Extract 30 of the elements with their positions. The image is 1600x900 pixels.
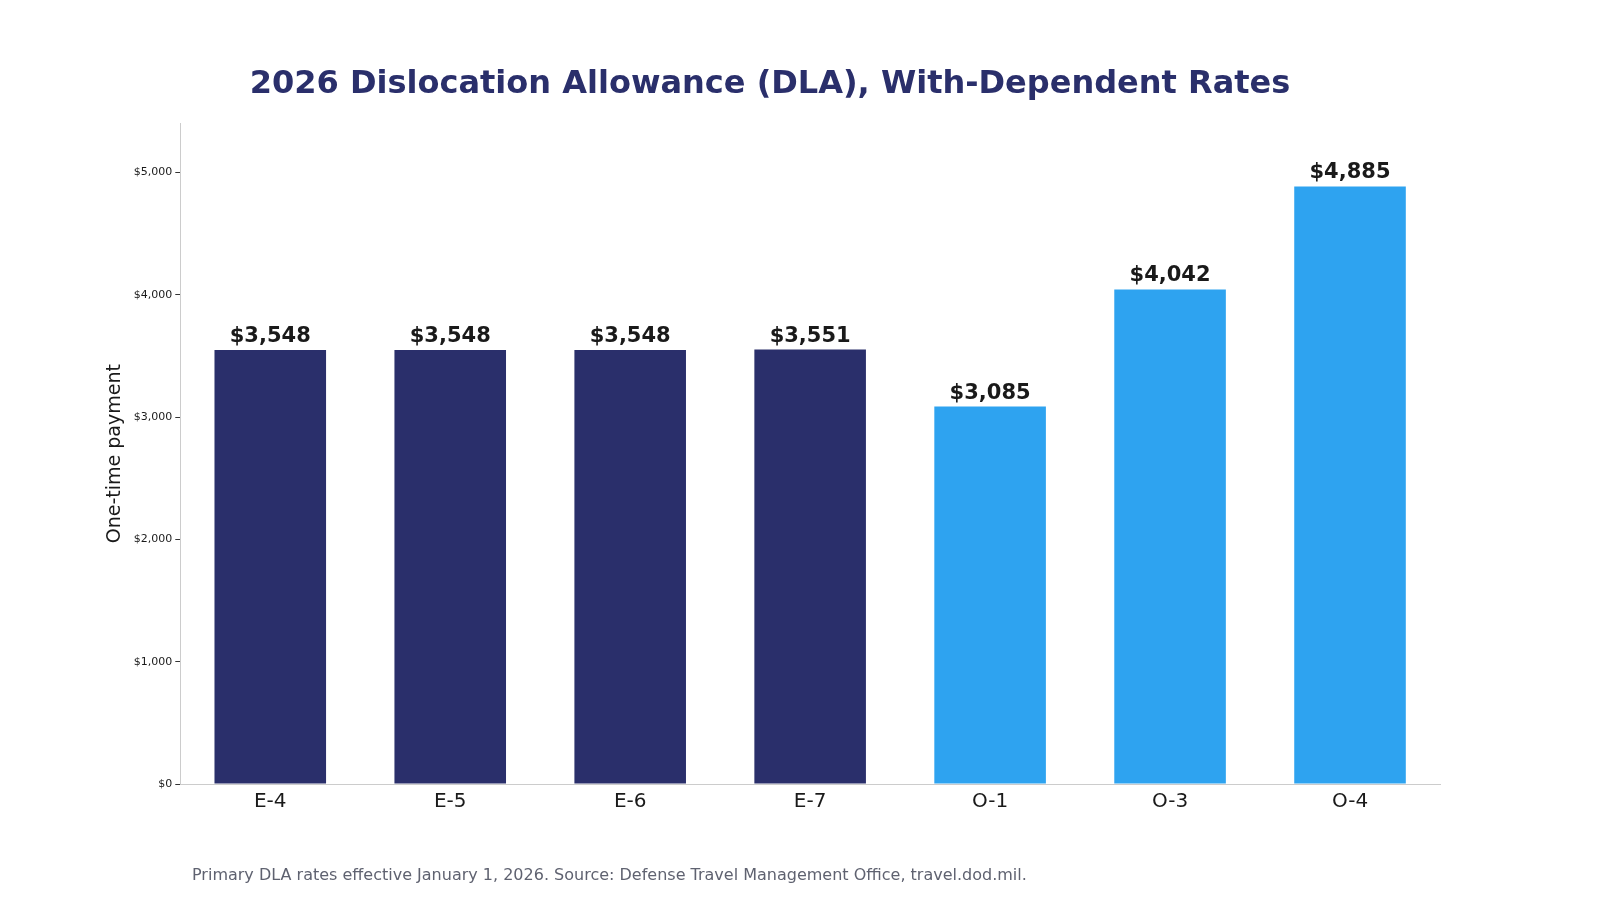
data-label: $3,548 xyxy=(229,322,311,347)
y-tick-label: $5,000 xyxy=(133,165,173,179)
data-label: $3,085 xyxy=(949,379,1031,404)
data-label: $3,548 xyxy=(409,322,491,347)
data-label: $3,551 xyxy=(769,322,851,347)
x-tick-label: E-6 xyxy=(613,788,647,813)
bar xyxy=(1294,186,1406,784)
y-axis-title: One-time payment xyxy=(102,364,125,544)
bar xyxy=(214,349,327,784)
y-tick-label: $4,000 xyxy=(133,287,173,301)
x-tick-label: O-3 xyxy=(1151,788,1189,813)
data-label: $4,885 xyxy=(1309,159,1391,184)
text: Primary DLA rates effective January 1, 2026. Source: Defense Travel Management Office, travel.dod.mil. xyxy=(192,865,1027,885)
bar xyxy=(1114,289,1226,784)
x-tick-label: O-4 xyxy=(1331,788,1369,813)
y-tick-label: $0 xyxy=(158,776,173,790)
bar xyxy=(934,406,1046,784)
bar xyxy=(754,349,866,784)
chart-title: 2026 Dislocation Allowance (DLA), With-Dependent Rates xyxy=(249,62,1291,101)
bar xyxy=(394,349,507,784)
x-tick-label: O-1 xyxy=(971,788,1009,813)
x-tick-label: E-7 xyxy=(793,788,827,813)
y-tick-label: $2,000 xyxy=(133,532,173,546)
y-tick-label: $3,000 xyxy=(133,409,173,423)
x-tick-label: E-5 xyxy=(433,788,467,813)
bar xyxy=(574,349,686,784)
data-label: $3,548 xyxy=(589,322,671,347)
data-label: $4,042 xyxy=(1129,262,1211,287)
x-tick-label: E-4 xyxy=(253,788,287,813)
y-tick-label: $1,000 xyxy=(133,654,173,668)
